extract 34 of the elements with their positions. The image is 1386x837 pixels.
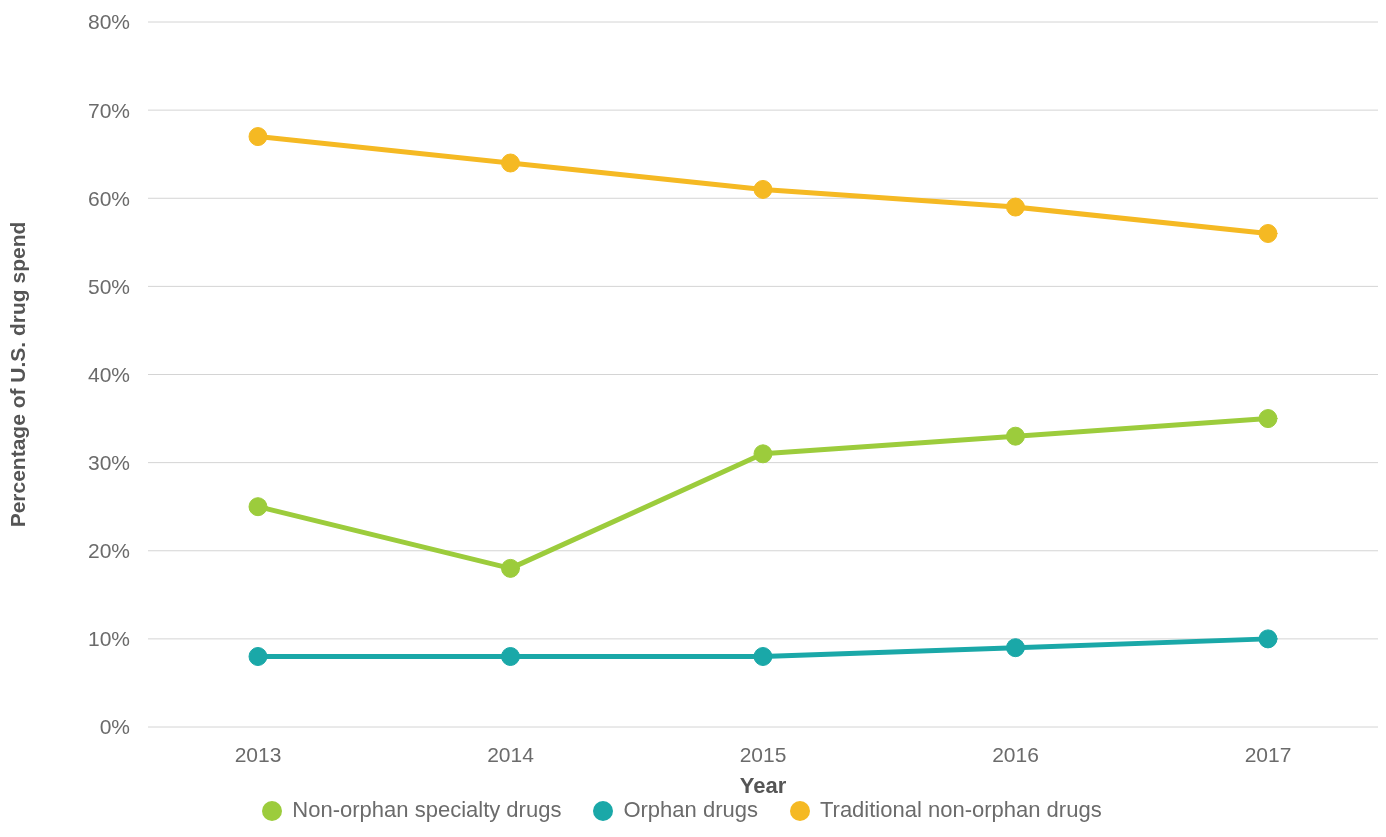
- y-tick-label: 40%: [87, 362, 130, 386]
- point: [501, 153, 520, 173]
- y-tick-label: 70%: [87, 98, 130, 122]
- y-tick-label: 80%: [87, 10, 130, 34]
- legend-label: Non-orphan specialty drugs: [292, 797, 562, 822]
- y-tick-label: 10%: [87, 627, 130, 651]
- y-tick-label: 0%: [99, 715, 130, 739]
- point: [248, 497, 268, 517]
- legend-label: Traditional non-orphan drugs: [819, 797, 1102, 822]
- x-axis-title: Year: [739, 773, 787, 798]
- point: [753, 444, 773, 464]
- point: [1258, 409, 1278, 429]
- point: [1006, 638, 1025, 658]
- point: [1006, 426, 1025, 446]
- point: [1258, 629, 1278, 649]
- legend-label: Orphan drugs: [623, 797, 758, 822]
- y-tick-label: 20%: [87, 539, 130, 563]
- point: [1006, 197, 1025, 217]
- x-tick-label: 2017: [1244, 742, 1292, 766]
- x-tick-label: 2016: [992, 742, 1039, 766]
- x-tick-label: 2013: [234, 742, 282, 766]
- y-tick-label: 60%: [87, 186, 130, 210]
- point: [501, 647, 520, 666]
- y-axis-title: Percentage of U.S. drug spend: [6, 221, 30, 528]
- point: [753, 179, 773, 199]
- point: [501, 558, 520, 578]
- point: [753, 647, 773, 666]
- point: [248, 127, 268, 147]
- y-tick-label: 30%: [87, 451, 130, 475]
- point: [248, 647, 268, 666]
- point: [1258, 224, 1278, 243]
- y-tick-label: 50%: [87, 274, 130, 298]
- x-tick-label: 2014: [487, 742, 535, 766]
- x-tick-label: 2015: [739, 742, 787, 766]
